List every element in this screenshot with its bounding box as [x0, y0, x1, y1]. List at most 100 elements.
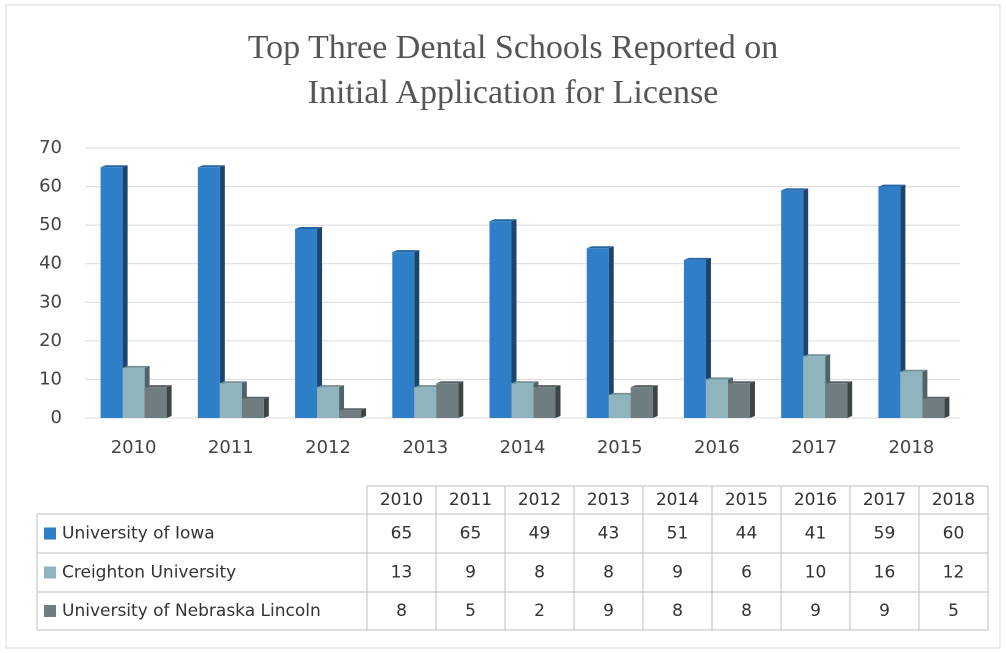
bar-side [263, 396, 269, 418]
bar-top [317, 385, 345, 388]
legend-key [44, 527, 56, 540]
table-cell: 41 [805, 524, 827, 544]
legend-label: University of Iowa [62, 524, 215, 544]
bar-top [705, 377, 733, 380]
table-cell: 8 [672, 601, 683, 621]
table-cell: 8 [603, 563, 614, 583]
x-tick-label: 2013 [402, 437, 448, 458]
y-tick-label: 50 [39, 214, 62, 235]
legend-key [44, 605, 56, 617]
bar [781, 190, 804, 418]
table-header: 2012 [518, 490, 561, 510]
table-cell: 9 [810, 601, 821, 621]
bar-top [295, 227, 323, 229]
bar-side [608, 246, 614, 418]
bar [392, 252, 415, 418]
table-cell: 9 [672, 563, 683, 583]
bar-top [900, 369, 928, 372]
bar [489, 221, 512, 418]
x-tick-label: 2014 [500, 437, 546, 458]
bar [197, 167, 220, 418]
table-cell: 8 [396, 601, 407, 621]
legend-label: University of Nebraska Lincoln [62, 601, 321, 621]
bar-top [825, 381, 853, 384]
bar-side [652, 385, 658, 418]
bar [295, 229, 318, 418]
y-tick-label: 40 [39, 253, 62, 274]
table-cell: 16 [874, 563, 896, 583]
chart-title: Top Three Dental Schools Reported on [248, 29, 779, 66]
bar [122, 367, 145, 418]
bar [219, 383, 242, 418]
y-tick-label: 70 [39, 137, 62, 158]
table-header: 2016 [794, 490, 837, 510]
table-cell: 65 [460, 524, 482, 544]
bar [878, 186, 901, 418]
table-cell: 51 [667, 524, 689, 544]
table-cell: 5 [948, 601, 959, 621]
bar [586, 248, 609, 418]
table-header: 2017 [863, 490, 906, 510]
bar [705, 379, 728, 418]
y-tick-label: 60 [39, 176, 62, 197]
table-header: 2011 [449, 490, 492, 510]
table-cell: 5 [465, 601, 476, 621]
bar-side [414, 250, 420, 418]
bar [414, 387, 437, 418]
bar-top [436, 381, 464, 384]
y-tick-label: 0 [51, 407, 62, 428]
bar [533, 387, 556, 418]
bar-side [511, 219, 517, 418]
table-cell: 13 [391, 563, 413, 583]
table-cell: 59 [874, 524, 896, 544]
table-cell: 9 [465, 563, 476, 583]
bar-top [339, 408, 367, 411]
bar-side [458, 381, 464, 418]
table-header: 2010 [380, 490, 423, 510]
bar [339, 410, 362, 418]
table-cell: 10 [805, 563, 827, 583]
table-cell: 43 [598, 524, 620, 544]
table-cell: 9 [879, 601, 890, 621]
bar-top [630, 385, 658, 388]
bar [144, 387, 167, 418]
table-header: 2013 [587, 490, 630, 510]
bar-side [555, 385, 561, 418]
x-tick-label: 2016 [694, 437, 740, 458]
bar-top [781, 188, 809, 191]
bar [630, 387, 653, 418]
x-tick-label: 2018 [888, 437, 934, 458]
table-cell: 6 [741, 563, 752, 583]
x-tick-label: 2017 [791, 437, 837, 458]
table-cell: 44 [736, 524, 758, 544]
table-header: 2015 [725, 490, 768, 510]
bar-top [219, 381, 247, 384]
x-tick-label: 2015 [597, 437, 643, 458]
bar [511, 383, 534, 418]
bar-side [749, 381, 755, 418]
y-tick-label: 10 [39, 368, 62, 389]
bar-top [878, 184, 906, 187]
table-cell: 60 [943, 524, 965, 544]
table-cell: 2 [534, 601, 545, 621]
bar-side [317, 227, 323, 418]
bar-top [100, 165, 128, 168]
bar-top [392, 250, 420, 253]
table-cell: 8 [741, 601, 752, 621]
table-header: 2014 [656, 490, 699, 510]
bar-side [166, 385, 172, 418]
bar [900, 371, 923, 418]
x-tick-label: 2010 [111, 437, 157, 458]
bar [683, 259, 706, 418]
bar [241, 398, 264, 418]
bar-side [361, 408, 367, 418]
table-cell: 12 [943, 563, 965, 583]
table-cell: 8 [534, 563, 545, 583]
bar-top [586, 246, 614, 249]
bar-top [144, 385, 172, 388]
bar [803, 356, 826, 418]
bar-top [511, 381, 539, 384]
table-cell: 65 [391, 524, 413, 544]
bar-top [727, 381, 755, 384]
